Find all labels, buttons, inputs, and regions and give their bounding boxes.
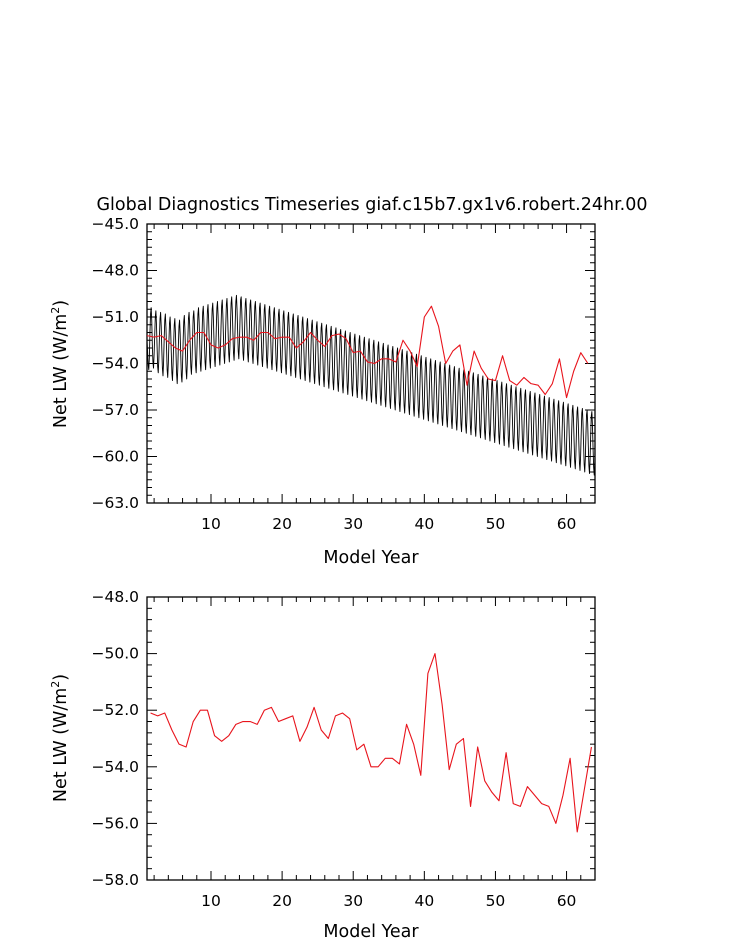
bottom-x-tick-label: 30 (343, 892, 363, 910)
top-x-tick-label: 40 (414, 515, 434, 533)
bottom-x-tick-label: 10 (201, 892, 221, 910)
bottom-y-tick-label: −52.0 (92, 701, 140, 719)
top-y-tick-label: −60.0 (92, 448, 140, 466)
top-x-tick-label: 30 (343, 515, 363, 533)
top-panel: Global Diagnostics Timeseries giaf.c15b7… (49, 195, 648, 568)
top-series-monthly-line (146, 294, 596, 477)
top-y-tick-label: −51.0 (92, 308, 140, 326)
top-x-tick-label: 10 (201, 515, 221, 533)
top-y-label-suffix: ) (51, 300, 71, 307)
bottom-series-group (150, 653, 592, 833)
bottom-plot-frame (146, 596, 596, 881)
bottom-x-tick-label: 60 (557, 892, 577, 910)
bottom-y-tick-label: −56.0 (92, 814, 140, 832)
top-y-tick-label: −45.0 (92, 215, 140, 233)
bottom-y-label-sup: 2 (49, 681, 62, 688)
bottom-x-tick-label: 40 (414, 892, 434, 910)
top-y-tick-label: −63.0 (92, 494, 140, 512)
bottom-x-axis-label: Model Year (323, 922, 419, 942)
bottom-x-tick-label: 50 (486, 892, 506, 910)
bottom-x-ticks: 10 20 30 40 50 60 (153, 597, 596, 910)
top-series-annual-mean-line (146, 305, 589, 399)
top-y-axis-label: Net LW (W/m2) (49, 300, 71, 428)
bottom-y-tick-label: −48.0 (92, 588, 140, 606)
top-y-tick-label: −54.0 (92, 355, 140, 373)
bottom-y-ticks: −58.0 −56.0 −54.0 −52.0 −50.0 −48.0 (92, 588, 595, 889)
top-y-label-sup: 2 (49, 307, 62, 314)
bottom-panel: 10 20 30 40 50 60 −58.0 −56.0 −54.0 −52.0 −50.0 −4… (49, 588, 596, 942)
bottom-y-label-suffix: ) (51, 674, 71, 681)
bottom-y-tick-label: −50.0 (92, 645, 140, 663)
bottom-y-tick-label: −54.0 (92, 758, 140, 776)
bottom-y-axis-label: Net LW (W/m2) (49, 674, 71, 802)
top-series-group (146, 294, 596, 477)
top-panel-title: Global Diagnostics Timeseries giaf.c15b7… (97, 195, 648, 215)
bottom-y-tick-label: −58.0 (92, 871, 140, 889)
top-plot-frame (146, 223, 596, 504)
top-x-axis-label: Model Year (323, 548, 419, 568)
bottom-y-label-prefix: Net LW (W/m (51, 688, 71, 802)
top-y-label-prefix: Net LW (W/m (51, 314, 71, 428)
top-x-ticks: 10 20 30 40 50 60 (153, 224, 596, 533)
bottom-x-tick-label: 20 (272, 892, 292, 910)
top-x-tick-label: 20 (272, 515, 292, 533)
top-x-tick-label: 60 (557, 515, 577, 533)
bottom-series-annual-mean-line (150, 653, 592, 833)
top-x-tick-label: 50 (486, 515, 506, 533)
top-y-tick-label: −57.0 (92, 401, 140, 419)
top-y-tick-label: −48.0 (92, 262, 140, 280)
